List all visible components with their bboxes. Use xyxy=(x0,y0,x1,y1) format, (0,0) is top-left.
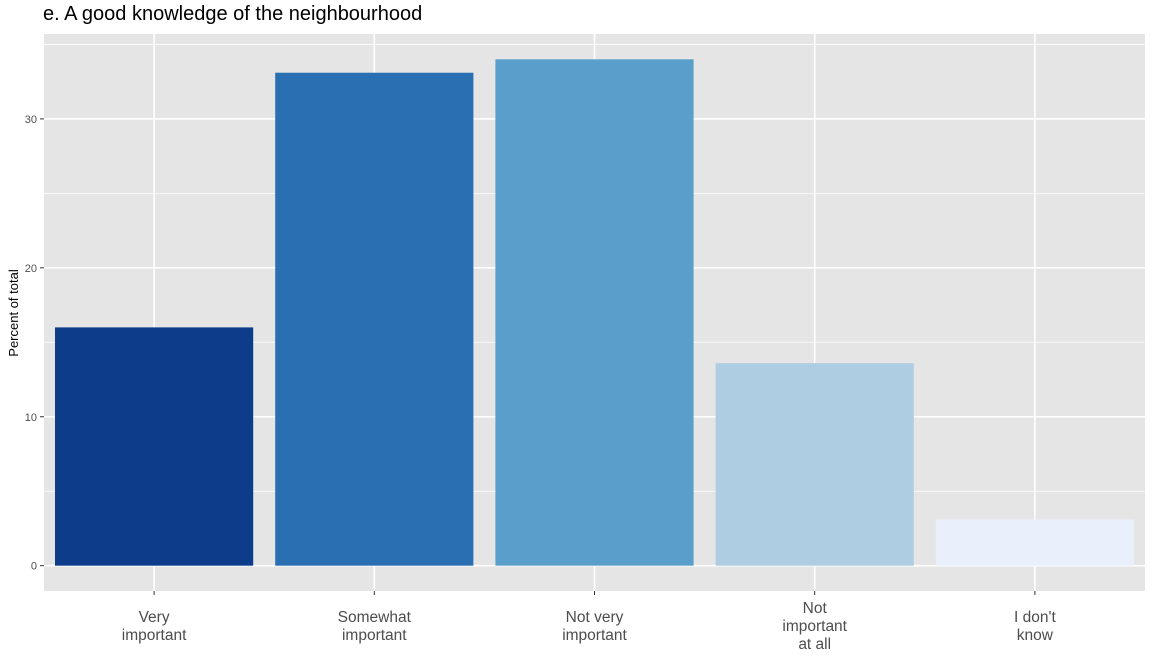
y-tick-label: 20 xyxy=(25,263,37,275)
bar xyxy=(275,72,474,566)
bars xyxy=(55,59,1134,566)
x-tick-label: Not important at all xyxy=(782,600,847,653)
y-tick-label: 30 xyxy=(25,114,37,126)
y-axis-label: Percent of total xyxy=(6,269,21,357)
x-tick-label: Very important xyxy=(122,609,187,644)
bar xyxy=(935,519,1134,566)
chart-title: e. A good knowledge of the neighbourhood xyxy=(43,3,423,25)
y-tick-label: 10 xyxy=(25,412,37,424)
bar xyxy=(495,59,694,566)
x-tick-label: Not very important xyxy=(562,609,627,644)
x-axis: Very important Somewhat important Not very im… xyxy=(122,591,1056,653)
bar xyxy=(55,327,254,566)
x-tick-label: I don't know xyxy=(1014,609,1056,644)
bar xyxy=(715,363,914,566)
y-tick-label: 0 xyxy=(31,561,37,573)
y-axis: 0 10 20 30 xyxy=(25,114,44,573)
x-tick-label: Somewhat important xyxy=(338,609,412,644)
